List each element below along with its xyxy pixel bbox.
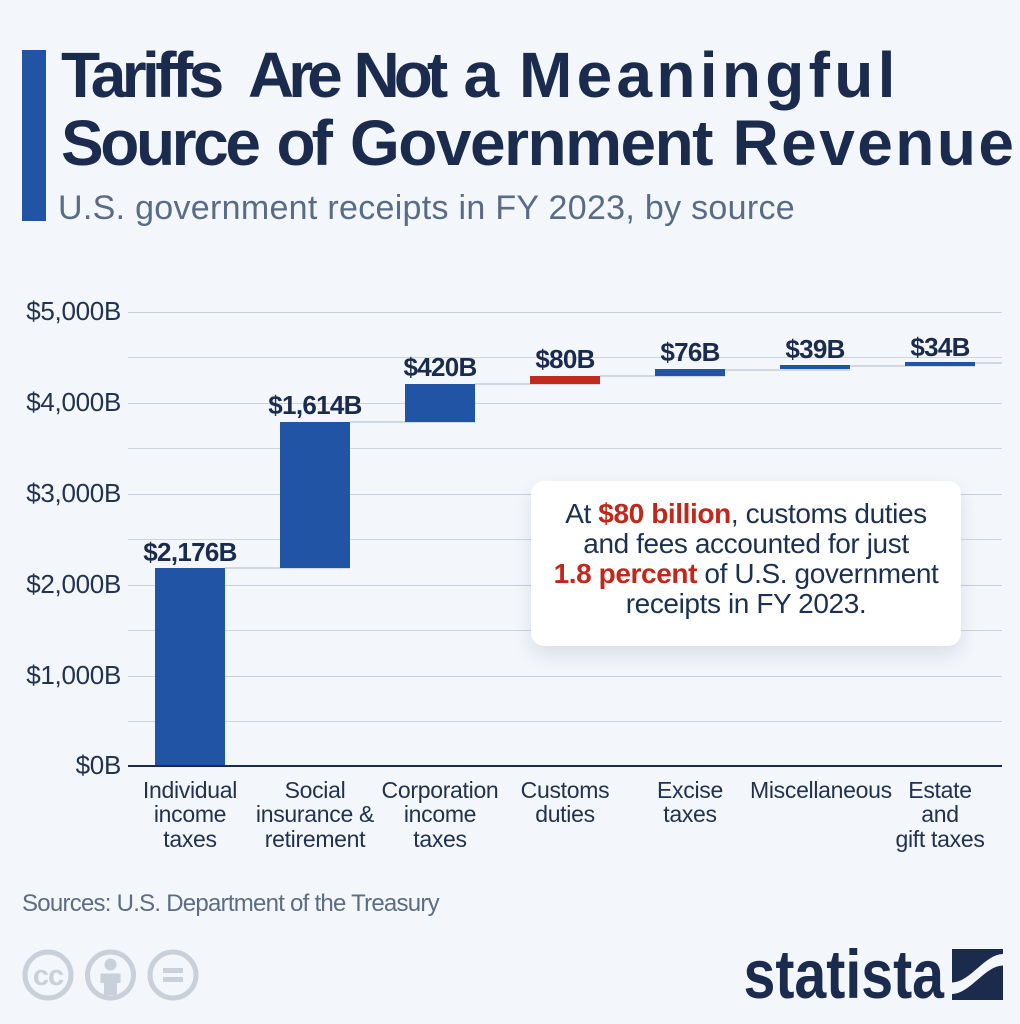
svg-text:statista: statista xyxy=(745,940,945,1004)
svg-text:cc: cc xyxy=(33,960,64,992)
